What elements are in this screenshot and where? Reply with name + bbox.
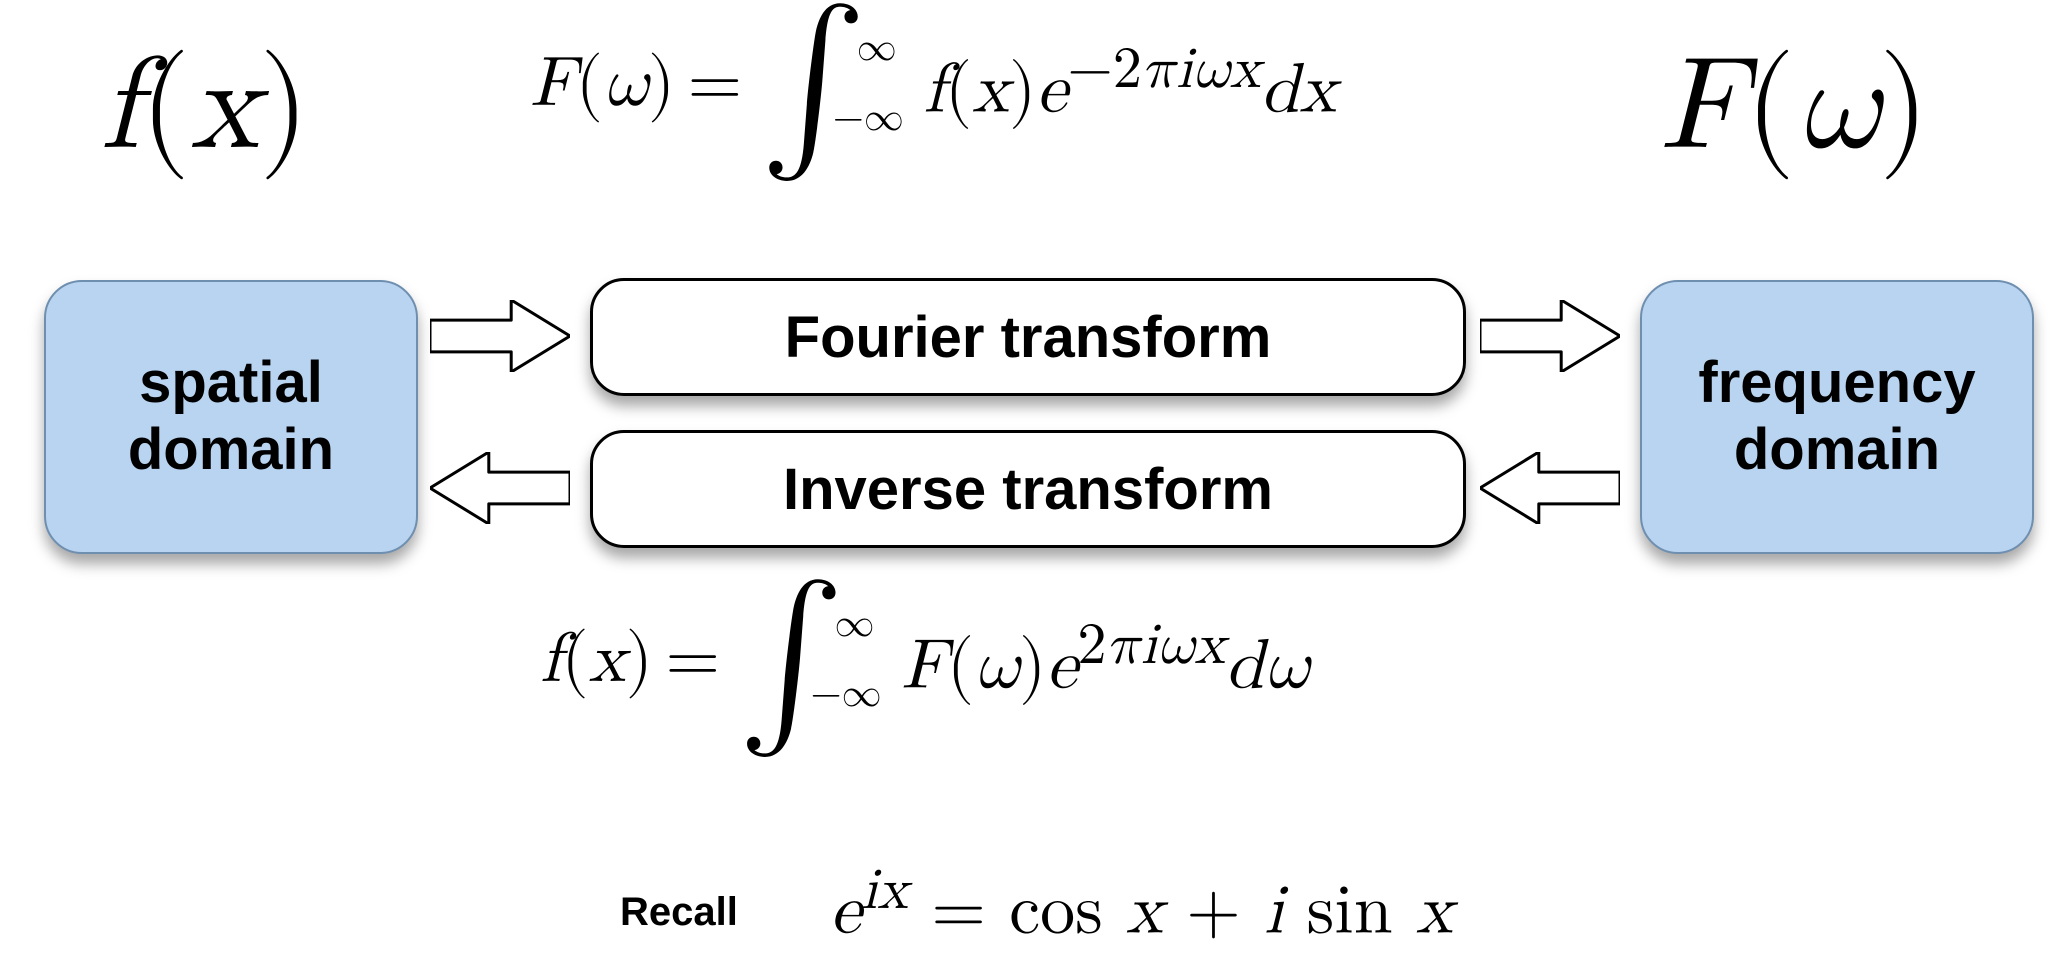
math-forward-equation: F(ω) = ∫∞−∞f(x)e−2πiωxdx: [530, 20, 1336, 148]
math-inverse-equation: f(x) = ∫∞−∞F(ω)e2πiωxdω: [540, 596, 1309, 724]
node-fourier-label: Fourier transform: [785, 304, 1272, 371]
arrow-spatial-to-fourier: [430, 300, 570, 372]
node-frequency-line1: frequency: [1698, 350, 1975, 417]
node-inverse-label: Inverse transform: [783, 456, 1273, 523]
label-recall: Recall: [620, 890, 738, 935]
node-frequency-line2: domain: [1698, 417, 1975, 484]
math-fw-header: F(ω): [1660, 30, 1929, 186]
arrow-frequency-to-inverse: [1480, 452, 1620, 524]
arrow-fourier-to-frequency: [1480, 300, 1620, 372]
arrow-inverse-to-spatial: [430, 452, 570, 524]
math-euler-identity: eix = cos x + i sin x: [830, 856, 1453, 953]
node-frequency-domain: frequency domain: [1640, 280, 2034, 554]
node-spatial-domain: spatial domain: [44, 280, 418, 554]
node-spatial-line1: spatial: [128, 350, 334, 417]
diagram-stage: f(x) F(ω) F(ω) = ∫∞−∞f(x)e−2πiωxdx spati…: [0, 0, 2054, 980]
node-fourier-transform: Fourier transform: [590, 278, 1466, 396]
math-fx-header: f(x): [100, 30, 310, 186]
node-inverse-transform: Inverse transform: [590, 430, 1466, 548]
node-spatial-line2: domain: [128, 417, 334, 484]
